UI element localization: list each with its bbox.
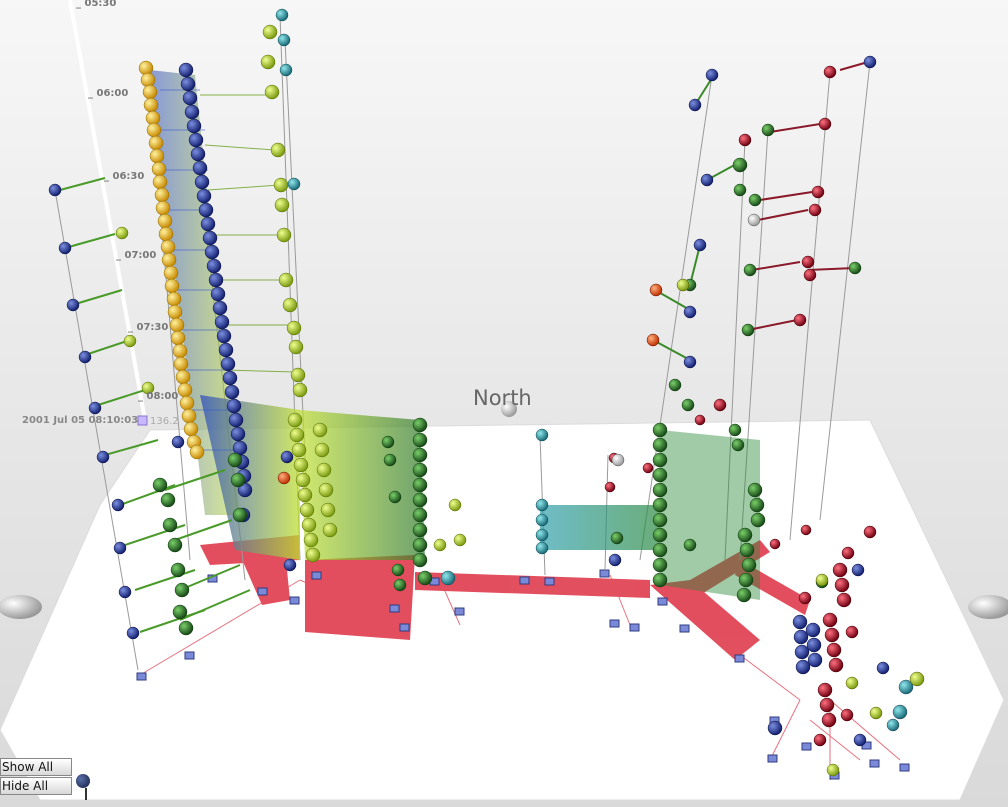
north-marker-sphere	[501, 401, 517, 417]
yellow-node-column	[138, 60, 205, 460]
teal-nodes	[275, 8, 549, 586]
gray-nodes	[611, 213, 761, 467]
flow-arrows	[59, 177, 251, 633]
current-value-label: 136.2	[150, 416, 179, 427]
flow-bands	[150, 70, 760, 600]
floor-plane	[0, 419, 1005, 801]
ground-markers	[136, 569, 910, 780]
time-slider-handle[interactable]	[137, 415, 148, 426]
time-tick-0630: _ 06:30	[104, 171, 144, 182]
lime-nodes	[115, 24, 840, 777]
light-blue-nodes	[886, 679, 914, 732]
legend-stem	[85, 788, 87, 800]
cluster-blue-nodes	[792, 614, 890, 747]
navy-nodes	[171, 55, 877, 736]
band-teal-green	[540, 505, 660, 550]
right-arrows	[747, 61, 869, 331]
time-tick-0530: _ 05:30	[76, 0, 116, 9]
time-tick-0600: _ 06:00	[88, 88, 128, 99]
current-time-label: 2001 Jul 05 08:10:03	[22, 415, 138, 426]
time-tick-0800: _ 08:00	[138, 391, 178, 402]
route-center-right	[415, 572, 650, 598]
time-axis-line	[68, 0, 147, 421]
left-navigation-handle	[0, 595, 42, 619]
band-green-right	[660, 430, 760, 600]
hide-all-button[interactable]: Hide All	[0, 777, 72, 795]
time-tick-0730: _ 07:30	[128, 322, 168, 333]
route-to-red-cluster	[735, 560, 810, 615]
right-navigation-handle	[968, 595, 1008, 619]
band-lime-green	[300, 410, 425, 560]
red-nodes	[604, 65, 877, 747]
time-tick-0700: _ 07:00	[116, 250, 156, 261]
show-all-button[interactable]: Show All	[0, 758, 72, 776]
north-label: North	[473, 386, 532, 410]
olive-nodes	[676, 278, 925, 720]
time-tick-labels: _ 05:30 _ 06:00 _ 06:30 _ 07:00 _ 07:30 …	[76, 0, 178, 402]
route-center-block	[305, 555, 415, 640]
route-left-down	[240, 550, 290, 605]
legend-node-icon	[76, 774, 90, 788]
route-flows	[200, 535, 810, 660]
orange-nodes	[277, 283, 663, 485]
right-green-links	[652, 77, 741, 361]
blue-node-column	[48, 62, 297, 640]
route-right-diagonal	[650, 580, 760, 660]
